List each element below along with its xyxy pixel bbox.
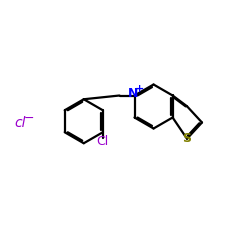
- Text: cl: cl: [14, 116, 26, 130]
- Text: N: N: [128, 87, 138, 100]
- Text: S: S: [182, 132, 192, 145]
- Text: −: −: [24, 112, 34, 124]
- Text: Cl: Cl: [97, 135, 109, 148]
- Text: +: +: [136, 84, 144, 94]
